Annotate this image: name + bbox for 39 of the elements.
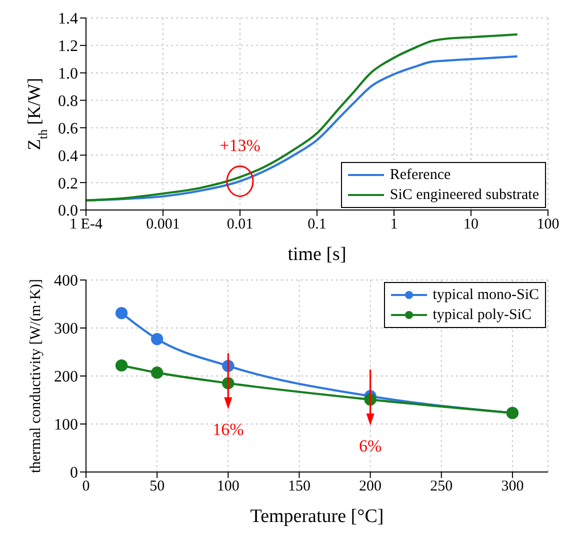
y-tick-label: 400	[54, 272, 78, 290]
y-tick-label: 1.0	[58, 66, 78, 83]
x-tick-label: 0.01	[226, 216, 254, 233]
y-tick-label: 300	[54, 320, 78, 338]
y-tick-label: 1.4	[58, 10, 78, 28]
y-tick-label: 100	[54, 416, 78, 434]
y-tick-label: 0.4	[58, 148, 78, 165]
annotation: 6%	[358, 436, 382, 456]
legend-label: Reference	[390, 166, 451, 185]
y-tick-label: 0.6	[58, 120, 78, 138]
x-tick-label: 250	[430, 478, 453, 495]
x-tick-label: 0	[82, 478, 90, 495]
x-tick-label: 0.1	[308, 216, 326, 233]
x-axis-title: Temperature [°C]	[250, 506, 384, 527]
y-tick-label: 200	[54, 368, 78, 386]
point	[150, 366, 164, 379]
x-tick-label: 150	[288, 478, 310, 495]
x-tick-label: 50	[150, 478, 165, 495]
x-tick-label: 300	[501, 478, 524, 495]
y-tick-label: 0.8	[58, 92, 78, 110]
y-tick-label: 0	[70, 464, 78, 482]
x-axis-title: time [s]	[288, 244, 346, 265]
y-tick-label: 1.2	[58, 38, 78, 56]
y-axis-title: thermal conductivity [W/(m·K)]	[28, 278, 44, 474]
x-tick-label: 10	[464, 216, 478, 233]
legend-label: typical poly-SiC	[432, 306, 532, 325]
y-tick-label: 0.2	[58, 175, 78, 192]
point	[115, 307, 128, 320]
legend-label: SiC engineered substrate	[390, 186, 539, 205]
x-tick-label: 0.001	[146, 216, 180, 233]
point	[115, 359, 128, 372]
x-tick-label: 100	[536, 216, 560, 233]
x-tick-label: 100	[216, 478, 240, 495]
point	[150, 332, 164, 346]
annotation: +13%	[220, 136, 260, 156]
x-tick-label: 200	[359, 478, 382, 495]
x-tick-label: 1	[390, 216, 398, 233]
legend-label: typical mono-SiC	[432, 286, 539, 305]
annotation: 16%	[212, 420, 244, 440]
